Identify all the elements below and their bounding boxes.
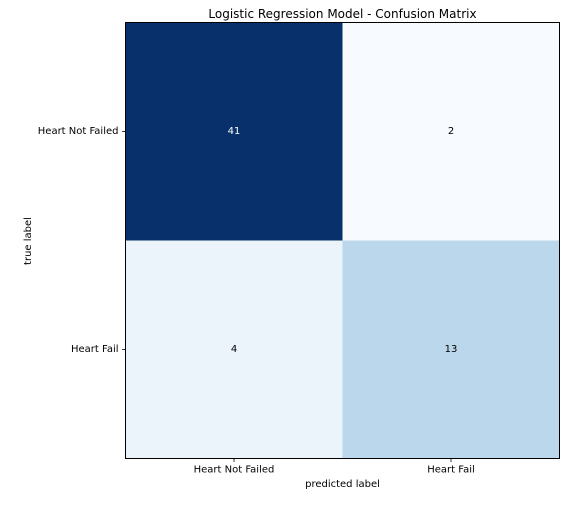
heatmap-cells (125, 22, 560, 459)
cell-value-label: 13 (445, 344, 458, 355)
x-axis-ticks: Heart Not Failed Heart Fail (194, 458, 475, 476)
cell-value-label: 2 (448, 126, 454, 137)
x-axis-label: predicted label (305, 479, 380, 490)
x-tick-label: Heart Fail (427, 465, 475, 476)
y-axis-label: true label (23, 217, 34, 265)
heatmap-cell-labels: 41 2 4 13 (228, 126, 458, 355)
x-tick-label: Heart Not Failed (194, 465, 275, 476)
cell-value-label: 4 (231, 344, 237, 355)
plot-frame (125, 22, 560, 459)
y-tick-label: Heart Fail (71, 344, 119, 355)
cell-value-label: 41 (228, 126, 241, 137)
heatmap-cell (125, 240, 343, 459)
y-axis-ticks: Heart Not Failed Heart Fail (38, 126, 126, 355)
y-tick-label: Heart Not Failed (38, 126, 119, 137)
chart-title: Logistic Regression Model - Confusion Ma… (208, 7, 476, 21)
heatmap-cell (342, 22, 560, 241)
heatmap-cell (342, 240, 560, 459)
heatmap-cell (125, 22, 343, 241)
